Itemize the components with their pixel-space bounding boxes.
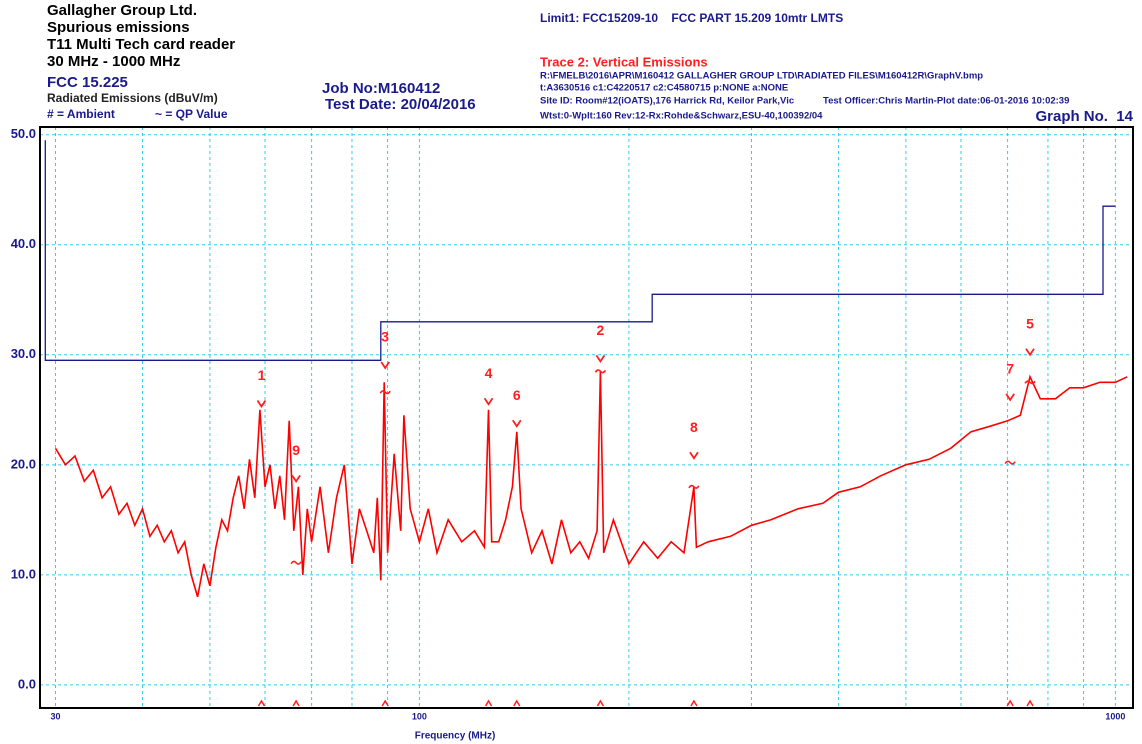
- marker-label: 2: [597, 322, 605, 338]
- marker-label: 1: [258, 367, 266, 383]
- qp-marker: [1024, 380, 1036, 385]
- qp-marker: [379, 390, 391, 395]
- peak-marker: [291, 474, 301, 483]
- x-axis-label: Frequency (MHz): [415, 731, 496, 742]
- marker-label: 8: [690, 419, 698, 435]
- peak-marker: [1005, 393, 1015, 402]
- y-tick-label: 30.0: [11, 346, 36, 361]
- x-tick-label: 30: [50, 711, 60, 721]
- qp-marker: [688, 484, 700, 489]
- peak-marker: [483, 397, 494, 406]
- qp-marker: [1004, 460, 1016, 465]
- series-line: [44, 140, 1116, 361]
- peak-marker: [689, 451, 699, 460]
- y-tick-label: 20.0: [11, 456, 36, 471]
- axis-marker: [690, 699, 698, 707]
- qp-marker: [290, 560, 302, 565]
- limit-name: Limit1: FCC15209-10 FCC PART 15.209 10mt…: [540, 11, 843, 25]
- units: Radiated Emissions (dBuV/m): [47, 91, 218, 105]
- receiver: Wtst:0-Wplt:160 Rev:12-Rx:Rohde&Schwarz,…: [540, 111, 823, 122]
- axis-marker: [596, 699, 605, 707]
- x-tick-label: 1000: [1105, 711, 1125, 721]
- marker-label: 7: [1006, 361, 1014, 377]
- peak-marker: [595, 354, 606, 364]
- ambient-key: # = Ambient: [47, 107, 115, 121]
- standard: FCC 15.225: [47, 74, 128, 91]
- axis-marker: [1026, 699, 1034, 707]
- axis-marker: [1006, 699, 1014, 707]
- test-name: Spurious emissions: [47, 19, 190, 36]
- marker-label: 5: [1026, 315, 1034, 331]
- officer: Test Officer:Chris Martin-Plot date:06-0…: [823, 96, 1069, 107]
- axis-marker: [257, 699, 266, 707]
- y-tick-label: 40.0: [11, 236, 36, 251]
- job-no: Job No:M160412: [322, 80, 440, 97]
- device: T11 Multi Tech card reader: [47, 36, 235, 53]
- y-tick-label: 50.0: [11, 126, 36, 141]
- marker-label: 4: [485, 365, 493, 381]
- site: Site ID: Room#12(iOATS),176 Harrick Rd, …: [540, 96, 794, 107]
- series-line: [54, 371, 1128, 598]
- graph-no: Graph No. 14: [1035, 108, 1133, 125]
- company: Gallagher Group Ltd.: [47, 2, 197, 19]
- peak-marker: [380, 361, 390, 370]
- peak-marker: [1025, 348, 1035, 357]
- plot-frame: [39, 126, 1134, 709]
- plot: 30 100 1000 0.0 10.0 20.0 30.0 40.0 50.0 1 2 3 4 5 6 7 8…: [11, 126, 1133, 721]
- axis-marker: [513, 699, 521, 707]
- setup: t:A3630516 c1:C4220517 c2:C4580715 p:NON…: [540, 83, 788, 94]
- qp-marker: [594, 369, 607, 374]
- x-tick-label: 100: [412, 711, 427, 721]
- peak-marker: [512, 419, 522, 428]
- marker-label: 9: [292, 442, 300, 458]
- axis-marker: [292, 699, 300, 707]
- qp-key: ~ = QP Value: [155, 107, 228, 121]
- axis-marker: [484, 699, 493, 707]
- file-path: R:\FMELB\2016\APR\M160412 GALLAGHER GROU…: [540, 71, 983, 82]
- axis-marker: [381, 699, 389, 707]
- marker-label: 3: [381, 329, 389, 345]
- y-tick-label: 0.0: [18, 676, 36, 691]
- marker-label: 6: [513, 387, 521, 403]
- trace-name: Trace 2: Vertical Emissions: [540, 54, 708, 69]
- test-date: Test Date: 20/04/2016: [325, 96, 476, 113]
- freq-range: 30 MHz - 1000 MHz: [47, 53, 180, 70]
- peak-marker: [256, 399, 267, 409]
- y-tick-label: 10.0: [11, 566, 36, 581]
